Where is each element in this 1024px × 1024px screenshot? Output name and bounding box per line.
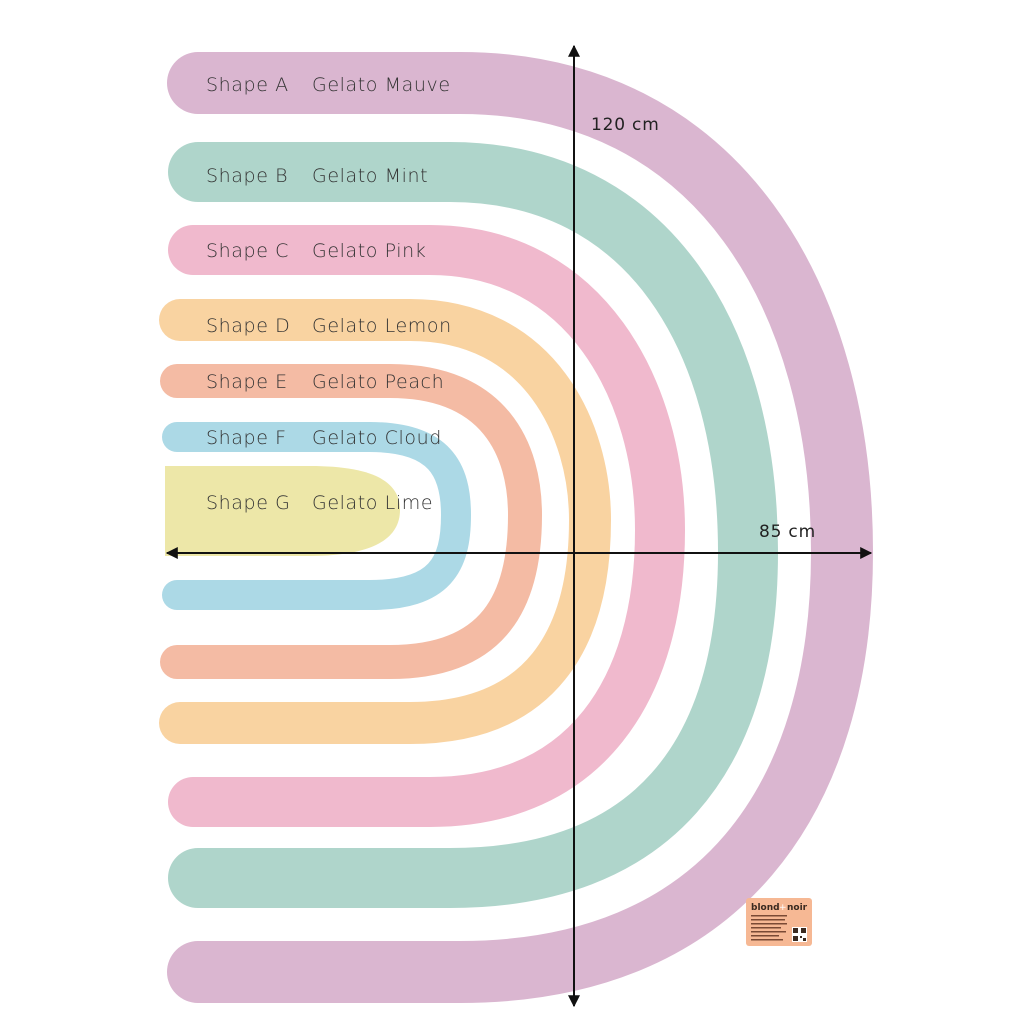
shape-f-band: [162, 422, 472, 610]
shape-label: Shape B: [206, 165, 288, 187]
shape-label: Shape C: [206, 240, 289, 262]
color-label: Gelato Pink: [312, 240, 426, 262]
shape-d-band: [159, 299, 612, 744]
color-label: Gelato Cloud: [312, 427, 442, 449]
brand-name-right: noir: [787, 903, 808, 913]
brand-tag: blond + noir: [746, 898, 812, 946]
color-label: Gelato Lemon: [312, 315, 452, 337]
rainbow-bands: [159, 52, 874, 1003]
shape-label: Shape D: [206, 315, 290, 337]
shape-label: Shape A: [206, 74, 289, 96]
width-dimension-label: 85 cm: [759, 522, 816, 542]
shape-labels: Shape A Gelato Mauve Shape B Gelato Mint…: [206, 74, 452, 514]
shape-label: Shape E: [206, 371, 288, 393]
shape-g-band: [165, 466, 400, 556]
qr-code-icon: [792, 927, 807, 942]
shape-e-band: [160, 364, 543, 679]
brand-fine-print: [751, 915, 787, 941]
color-label: Gelato Mint: [312, 165, 428, 187]
brand-name-left: blond: [751, 903, 780, 913]
shape-label: Shape G: [206, 492, 290, 514]
shape-c-band: [168, 225, 686, 827]
brand-plus: +: [779, 903, 787, 913]
color-label: Gelato Mauve: [312, 74, 451, 96]
color-label: Gelato Lime: [312, 492, 433, 514]
height-dimension-label: 120 cm: [591, 115, 660, 135]
color-label: Gelato Peach: [312, 371, 444, 393]
shape-label: Shape F: [206, 427, 287, 449]
